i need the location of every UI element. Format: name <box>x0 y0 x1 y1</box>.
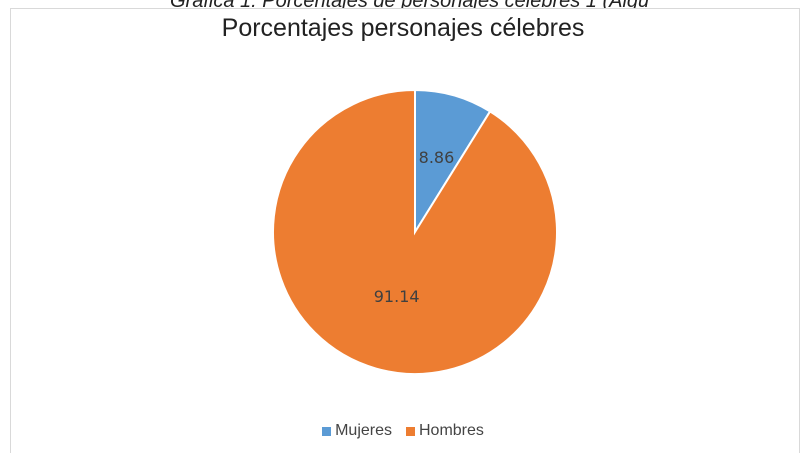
data-label-mujeres: 8.86 <box>419 148 455 167</box>
data-label-hombres: 91.14 <box>374 287 420 306</box>
chart-legend: Mujeres Hombres <box>0 422 806 440</box>
pie-slice-hombres <box>272 88 558 375</box>
legend-item-hombres: Hombres <box>406 422 484 440</box>
legend-swatch-hombres <box>406 426 415 436</box>
legend-swatch-mujeres <box>322 426 332 436</box>
legend-item-mujeres: Mujeres <box>322 422 392 440</box>
chart-title: Porcentajes personajes célebres <box>221 14 585 42</box>
legend-label-hombres: Hombres <box>419 422 484 439</box>
figure-caption: Gráfica 1. Porcentajes de personajes cél… <box>170 0 806 8</box>
chart-area <box>10 8 800 453</box>
legend-label-mujeres: Mujeres <box>335 422 392 439</box>
